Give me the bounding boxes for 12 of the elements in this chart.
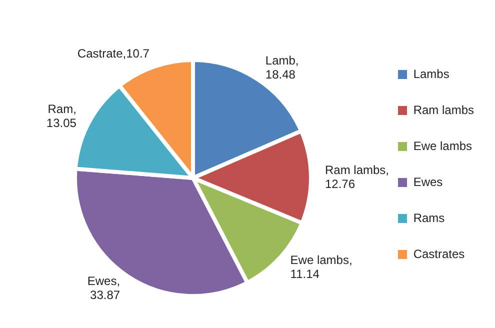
data-label: Ewe lambs, 11.14 <box>290 253 352 282</box>
data-label: Ewes, 33.87 <box>87 274 120 302</box>
legend-label: Castrates <box>413 247 465 261</box>
data-label: Castrate,10.7 <box>77 46 150 60</box>
data-label: Ram, 13.05 <box>46 102 77 130</box>
legend-label: Ram lambs <box>413 103 474 117</box>
data-label: Lamb, 18.48 <box>265 54 299 82</box>
legend-label: Ewes <box>413 175 443 189</box>
legend-label: Ewe lambs <box>413 139 472 153</box>
legend-label: Rams <box>413 211 445 225</box>
data-label: Ram lambs, 12.76 <box>324 162 390 191</box>
legend-label: Lambs <box>413 67 450 81</box>
